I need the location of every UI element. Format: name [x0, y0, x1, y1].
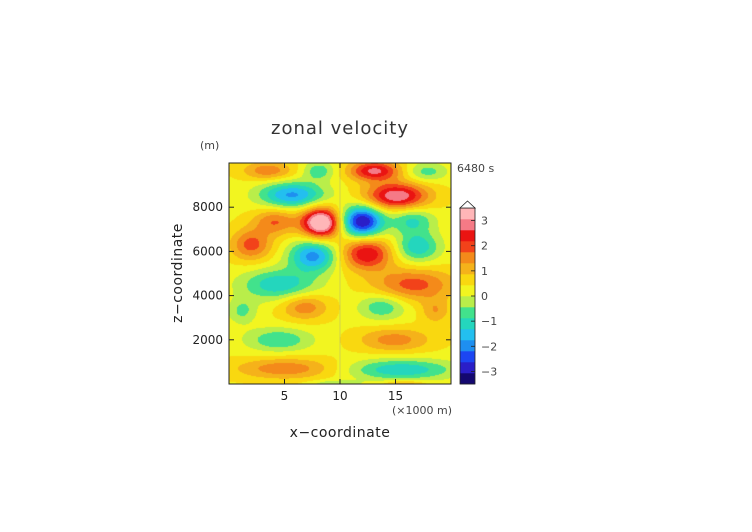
colorbar-segment — [460, 219, 475, 231]
colorbar-segment — [460, 274, 475, 286]
colorbar-tick-label: 3 — [481, 215, 488, 228]
y-tick-label: 8000 — [192, 200, 223, 214]
colorbar-extend-arrow — [458, 200, 477, 209]
y-tick-label: 2000 — [192, 333, 223, 347]
x-axis-ticks: 5 10 15 — [281, 163, 403, 403]
colorbar-tick-label: −1 — [481, 315, 497, 328]
colorbar-segment — [460, 263, 475, 275]
colorbar-tick-label: 1 — [481, 265, 488, 278]
time-label: 6480 s — [457, 162, 494, 175]
chart-title: zonal velocity — [271, 118, 409, 139]
heatmap-field — [229, 163, 451, 384]
colorbar-segment — [460, 340, 475, 352]
colorbar-segment — [460, 329, 475, 341]
x-unit-label: (×1000 m) — [392, 404, 452, 417]
y-axis-label: z−coordinate — [170, 223, 186, 323]
x-tick-label: 10 — [332, 389, 347, 403]
colorbar-segment — [460, 208, 475, 220]
colorbar-segment — [460, 351, 475, 363]
y-unit-label: (m) — [200, 139, 219, 152]
colorbar-tick-label: −2 — [481, 340, 497, 353]
colorbar-segment — [460, 307, 475, 319]
colorbar-segment — [460, 373, 475, 385]
x-tick-label: 5 — [281, 389, 289, 403]
colorbar-segment — [460, 241, 475, 253]
colorbar-segment — [460, 285, 475, 297]
colorbar-segment — [460, 318, 475, 330]
colorbar-segment — [460, 230, 475, 242]
x-tick-label: 15 — [388, 389, 403, 403]
colorbar-segment — [460, 296, 475, 308]
y-tick-label: 4000 — [192, 289, 223, 303]
colorbar-segment — [460, 252, 475, 264]
colorbar-tick-label: 0 — [481, 290, 488, 303]
colorbar-segment — [460, 362, 475, 374]
x-axis-label: x−coordinate — [290, 425, 391, 441]
y-axis-ticks: 2000 4000 6000 8000 — [192, 200, 451, 347]
colorbar: 3 2 1 0 −1 −2 −3 — [458, 200, 497, 385]
colorbar-tick-label: −3 — [481, 365, 497, 378]
colorbar-tick-label: 2 — [481, 240, 488, 253]
y-tick-label: 6000 — [192, 244, 223, 258]
